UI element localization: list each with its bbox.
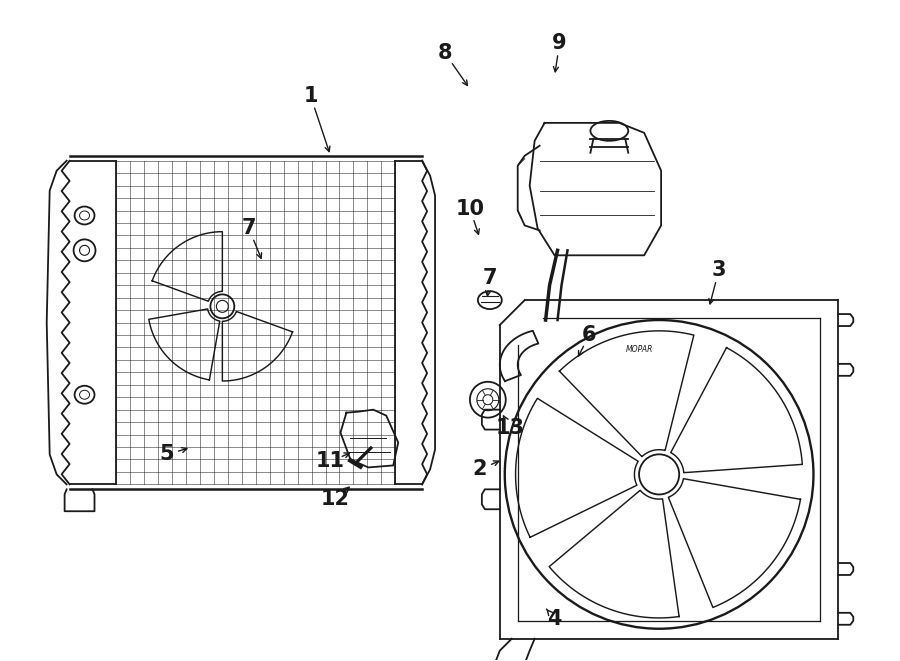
Circle shape bbox=[505, 320, 814, 629]
Text: 7: 7 bbox=[241, 218, 256, 239]
Text: 10: 10 bbox=[455, 198, 484, 219]
Text: 12: 12 bbox=[321, 489, 350, 509]
Ellipse shape bbox=[590, 121, 628, 141]
Text: MOPAR: MOPAR bbox=[626, 346, 652, 354]
Text: 6: 6 bbox=[582, 325, 597, 345]
Circle shape bbox=[74, 239, 95, 261]
Text: 11: 11 bbox=[316, 451, 345, 471]
Text: 4: 4 bbox=[547, 609, 562, 629]
Text: 3: 3 bbox=[712, 260, 726, 280]
Text: 13: 13 bbox=[495, 418, 524, 438]
Ellipse shape bbox=[478, 291, 502, 309]
Text: 9: 9 bbox=[553, 33, 567, 54]
Text: 7: 7 bbox=[482, 268, 497, 288]
Text: 1: 1 bbox=[303, 86, 318, 106]
Circle shape bbox=[211, 294, 234, 319]
Text: 8: 8 bbox=[437, 43, 453, 63]
Circle shape bbox=[470, 382, 506, 418]
Text: 2: 2 bbox=[472, 459, 487, 479]
Text: 5: 5 bbox=[159, 444, 174, 465]
Circle shape bbox=[639, 454, 680, 494]
